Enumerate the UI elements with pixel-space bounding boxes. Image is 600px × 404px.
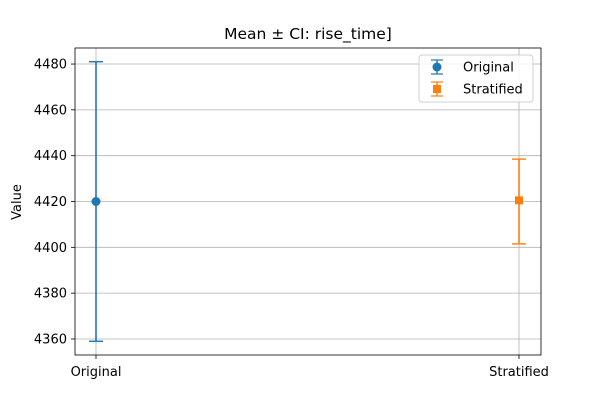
legend: Original Stratified [418,54,534,103]
x-tick-label: Original [71,365,122,380]
legend-marker-circle [432,62,442,72]
y-tick-label: 4440 [34,149,67,164]
legend-marker-square [433,85,441,93]
mean-marker-circle [91,197,101,206]
y-tick-label: 4480 [34,58,67,73]
y-tick-label: 4400 [34,241,67,256]
legend-label: Stratified [463,83,523,98]
y-tick-label: 4360 [34,332,67,347]
legend-label: Original [463,61,514,76]
data-layer [89,61,526,342]
legend-frame [418,54,534,103]
tick-layer: 4360 4380 4400 4420 4440 4460 4480 Original Stra… [34,58,549,380]
y-tick-label: 4380 [34,287,67,302]
x-tick-label: Stratified [489,365,549,380]
y-axis-label: Value [10,184,25,220]
y-tick-label: 4420 [34,195,67,210]
chart-title: Mean ± CI: rise_time] [224,25,392,44]
mean-marker-square [515,196,523,205]
y-tick-label: 4460 [34,103,67,118]
